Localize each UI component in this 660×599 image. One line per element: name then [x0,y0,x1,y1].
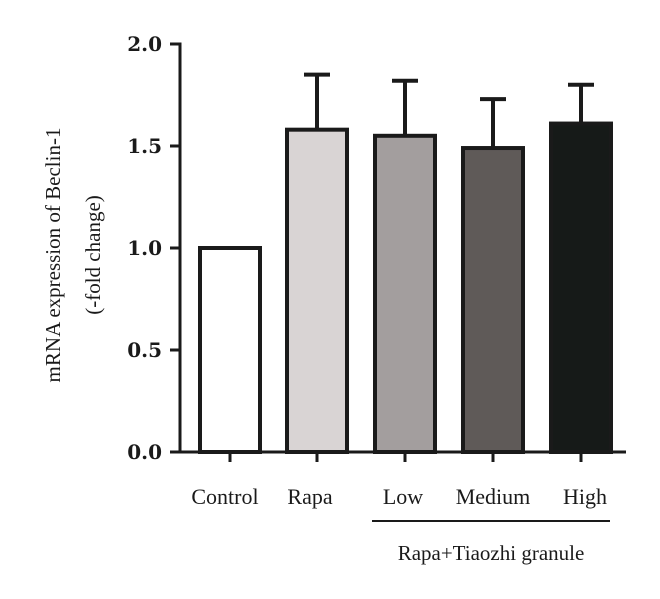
bar-medium [461,146,525,454]
bar-control [198,246,262,454]
bars [198,72,613,462]
bar-rapa [285,127,349,454]
bar-high [549,121,613,454]
category-label-medium: Medium [456,484,531,509]
y-tick-label: 1.5 [127,134,162,158]
bar-low [373,133,437,455]
category-label-high: High [563,484,607,509]
category-label-rapa: Rapa [287,484,332,509]
y-tick-label: 2.0 [127,32,162,56]
y-tick-label: 1.0 [127,236,162,260]
y-tick-label: 0.0 [127,440,162,464]
y-ticks: 0.0 0.5 1.0 1.5 2.0 [127,32,180,464]
category-labels: Control Rapa Low Medium High [191,484,607,509]
y-tick-label: 0.5 [127,338,162,362]
category-label-low: Low [383,484,423,509]
group-label: Rapa+Tiaozhi granule [398,541,585,565]
y-axis-label-unit: (-fold change) [81,195,105,315]
y-axis-label: mRNA expression of Beclin-1 [41,128,65,383]
category-label-control: Control [191,484,258,509]
